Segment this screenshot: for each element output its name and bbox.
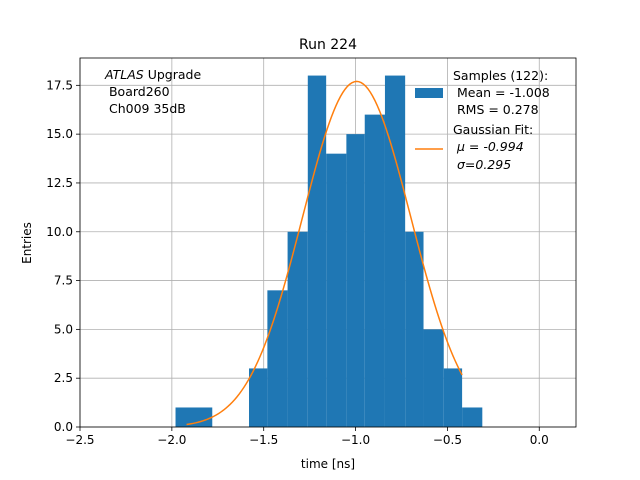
histogram-bar (346, 134, 365, 427)
annotation-line-2: Board260 (105, 84, 170, 99)
histogram-bar (287, 231, 308, 427)
histogram-bar (249, 368, 268, 427)
legend-samples-title: Samples (122): (453, 68, 548, 83)
y-tick-label: 17.5 (46, 78, 73, 92)
legend-samples-mean: Mean = -1.008 (453, 85, 550, 100)
legend-swatch-histogram (415, 88, 443, 98)
x-tick-label: −1.5 (249, 433, 278, 447)
annotation-upgrade: Upgrade (144, 67, 202, 82)
y-axis-ticks: 0.0 2.5 5.0 7.5 10.0 12.5 15.0 17.5 (46, 78, 80, 434)
x-tick-label: −2.5 (65, 433, 94, 447)
x-tick-label: 0.0 (530, 433, 549, 447)
y-tick-label: 5.0 (54, 322, 73, 336)
y-tick-label: 12.5 (46, 176, 73, 190)
histogram-bar (405, 231, 424, 427)
legend-fit-mu: μ = -0.994 (453, 139, 524, 154)
atlas-annotation: ATLAS Upgrade Board260 Ch009 35dB (104, 67, 201, 116)
y-tick-label: 15.0 (46, 127, 73, 141)
plot-frame (79, 57, 577, 428)
histogram-bar (307, 75, 327, 428)
chart-title: Run 224 (299, 37, 357, 53)
x-tick-label: −2.0 (157, 433, 186, 447)
x-axis-title: time [ns] (301, 457, 355, 471)
histogram-bar (462, 407, 483, 427)
legend-fit-title: Gaussian Fit: (453, 122, 533, 137)
histogram-bar (364, 114, 385, 427)
legend-fit-sigma: σ=0.295 (453, 157, 511, 172)
legend: Samples (122): Mean = -1.008 RMS = 0.278… (415, 68, 550, 172)
histogram-bar (175, 407, 213, 427)
y-axis-title: Entries (20, 222, 34, 264)
x-tick-label: −1.0 (341, 433, 370, 447)
annotation-line-3: Ch009 35dB (105, 101, 186, 116)
gaussian-fit-curve (186, 80, 463, 426)
annotation-atlas: ATLAS (104, 67, 144, 82)
y-tick-label: 10.0 (46, 225, 73, 239)
histogram-bar (443, 368, 463, 427)
legend-samples-rms: RMS = 0.278 (453, 102, 539, 117)
y-tick-label: 0.0 (54, 420, 73, 434)
x-tick-label: −0.5 (433, 433, 462, 447)
y-tick-label: 7.5 (54, 274, 73, 288)
y-tick-label: 2.5 (54, 371, 73, 385)
histogram-bar (326, 153, 347, 427)
x-axis-ticks: −2.5 −2.0 −1.5 −1.0 −0.5 0.0 (65, 427, 549, 447)
histogram-bar (384, 75, 406, 428)
annotation-line-1: ATLAS Upgrade (104, 67, 201, 82)
histogram-bars (175, 75, 483, 428)
histogram-bar (423, 329, 444, 427)
histogram-bar (267, 290, 288, 427)
